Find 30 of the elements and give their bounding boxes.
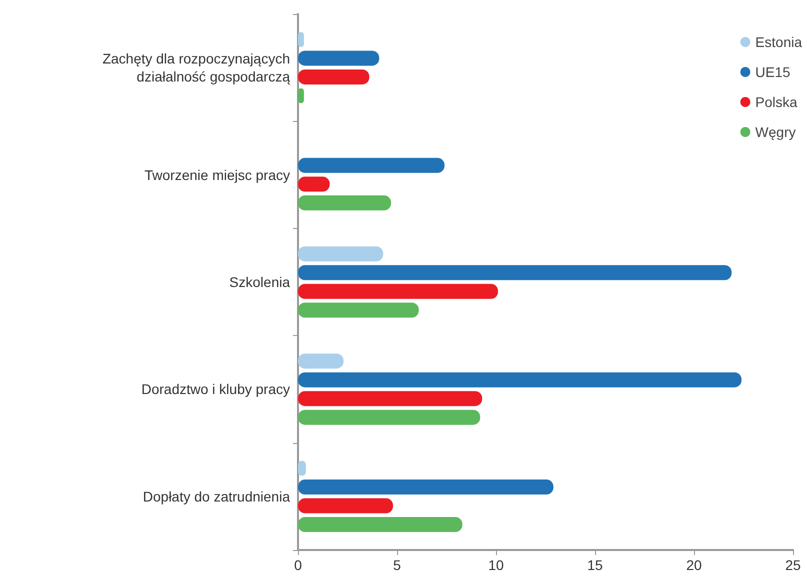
bar bbox=[298, 158, 445, 173]
bar bbox=[298, 391, 482, 406]
bar bbox=[298, 498, 394, 514]
legend-label: Polska bbox=[755, 94, 798, 110]
bar bbox=[298, 284, 498, 299]
legend-label: Estonia bbox=[755, 34, 802, 50]
x-tick-label: 10 bbox=[488, 557, 504, 573]
bar bbox=[298, 69, 370, 84]
bar bbox=[298, 410, 480, 425]
legend-label: Węgry bbox=[755, 124, 796, 140]
y-tick-label: Szkolenia bbox=[229, 274, 290, 290]
bar bbox=[298, 372, 742, 388]
bar bbox=[298, 517, 462, 532]
bar bbox=[298, 195, 392, 210]
y-tick-label: Tworzenie miejsc pracy bbox=[144, 166, 290, 183]
x-tick-label: 25 bbox=[785, 557, 801, 573]
bar bbox=[298, 265, 732, 280]
y-tick-label: Zachęty dla rozpoczynających działalność gospodarczą bbox=[102, 50, 290, 85]
x-tick-label: 20 bbox=[686, 557, 702, 573]
y-tick-label: Dopłaty do zatrudnienia bbox=[142, 488, 290, 504]
bar bbox=[298, 50, 380, 66]
bar bbox=[298, 480, 554, 495]
x-tick-label: 15 bbox=[587, 557, 603, 573]
legend-label: UE15 bbox=[755, 64, 791, 80]
x-tick-label: 0 bbox=[294, 557, 302, 573]
bar bbox=[298, 302, 419, 318]
y-tick-label: Doradztwo i kluby pracy bbox=[141, 381, 290, 398]
bar bbox=[298, 354, 344, 369]
x-tick-label: 5 bbox=[393, 557, 402, 573]
bar bbox=[298, 246, 384, 262]
